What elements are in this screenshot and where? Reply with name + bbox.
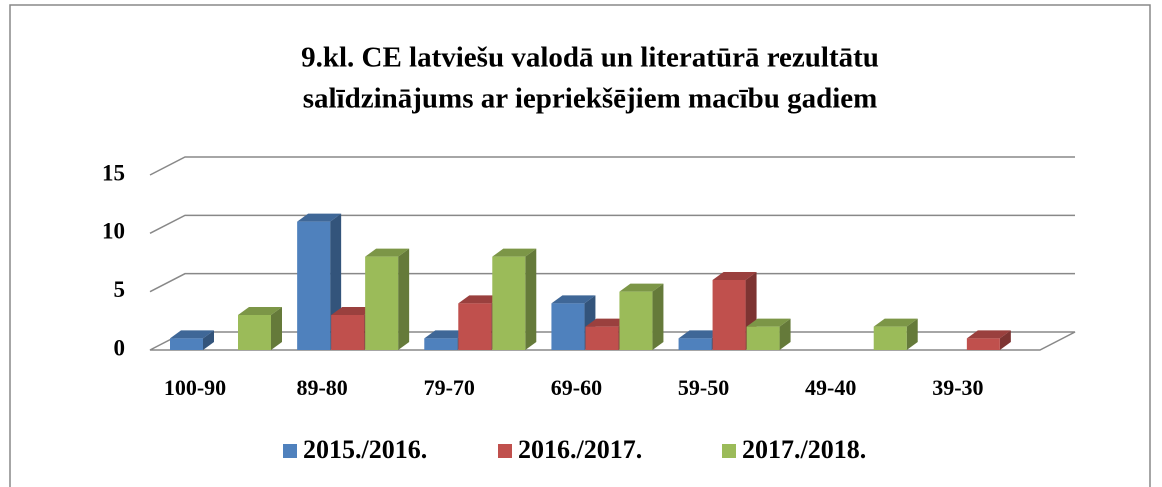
legend-label: 2015./2016.	[303, 435, 427, 464]
x-tick-label: 89-80	[296, 375, 347, 400]
bar-face	[297, 213, 342, 222]
legend-label: 2016./2017.	[518, 435, 642, 464]
bar-face	[203, 330, 214, 350]
x-tick-label: 59-50	[678, 375, 729, 400]
bar-face	[678, 338, 712, 350]
bar	[966, 330, 1011, 350]
x-tick-label: 49-40	[805, 375, 856, 400]
bar-face	[746, 318, 791, 327]
bar-face	[331, 315, 365, 350]
bar-face	[619, 283, 664, 292]
bar-face	[746, 326, 780, 350]
legend-swatch	[722, 444, 736, 458]
chart-title: 9.kl. CE latviešu valodā un literatūrā r…	[301, 42, 879, 74]
grid-line	[149, 272, 1075, 293]
bar	[746, 318, 791, 350]
bar-face	[873, 318, 918, 327]
legend-swatch	[498, 444, 512, 458]
bar-face	[652, 283, 664, 350]
bar-face	[551, 295, 596, 304]
bar	[365, 248, 410, 350]
bar-face	[551, 303, 585, 350]
bar-face	[238, 315, 271, 350]
bar-face	[365, 248, 410, 257]
bar-face	[365, 256, 399, 350]
bar	[873, 318, 918, 350]
bar-face	[492, 248, 537, 257]
bar-face	[999, 330, 1011, 350]
y-tick-label: 0	[114, 335, 126, 360]
y-tick-label: 10	[102, 219, 125, 244]
bar-face	[712, 280, 746, 350]
bar-face	[585, 318, 630, 327]
bar-face	[585, 326, 619, 350]
x-tick-label: 39-30	[932, 375, 983, 400]
x-tick-label: 79-70	[424, 375, 475, 400]
bar-face	[966, 330, 1011, 339]
bar-face	[170, 330, 214, 339]
bar-face	[170, 338, 203, 350]
bar-face	[525, 248, 537, 350]
bar	[170, 330, 214, 350]
bar-face	[966, 338, 1000, 350]
chart-border	[9, 4, 1151, 487]
bar-face	[619, 291, 653, 350]
bar-face	[678, 330, 723, 339]
bar-face	[458, 303, 492, 350]
x-tick-label: 69-60	[551, 375, 602, 400]
bar-face	[398, 248, 410, 350]
legend-swatch	[283, 444, 297, 458]
bar-face	[271, 307, 282, 350]
grid-line	[149, 214, 1075, 234]
bar-face	[906, 318, 918, 350]
x-tick-label: 100-90	[164, 375, 226, 400]
bar-face	[424, 330, 469, 339]
bar-face	[238, 307, 282, 315]
bar-face	[458, 295, 503, 304]
bar-face	[492, 256, 526, 350]
bar	[619, 283, 664, 350]
y-tick-label: 5	[114, 277, 126, 302]
bar	[492, 248, 537, 350]
bar-face	[297, 221, 331, 350]
bar-face	[712, 272, 757, 280]
legend-label: 2017./2018.	[742, 435, 866, 464]
grid-line	[149, 156, 1075, 176]
bar-face	[873, 326, 907, 350]
y-tick-label: 15	[102, 160, 125, 185]
chart-title: salīdzinājums ar iepriekšējiem macību ga…	[303, 83, 878, 115]
bar-face	[779, 318, 791, 350]
bar-face	[331, 307, 376, 315]
bar-face	[424, 338, 458, 350]
bar	[238, 307, 282, 350]
